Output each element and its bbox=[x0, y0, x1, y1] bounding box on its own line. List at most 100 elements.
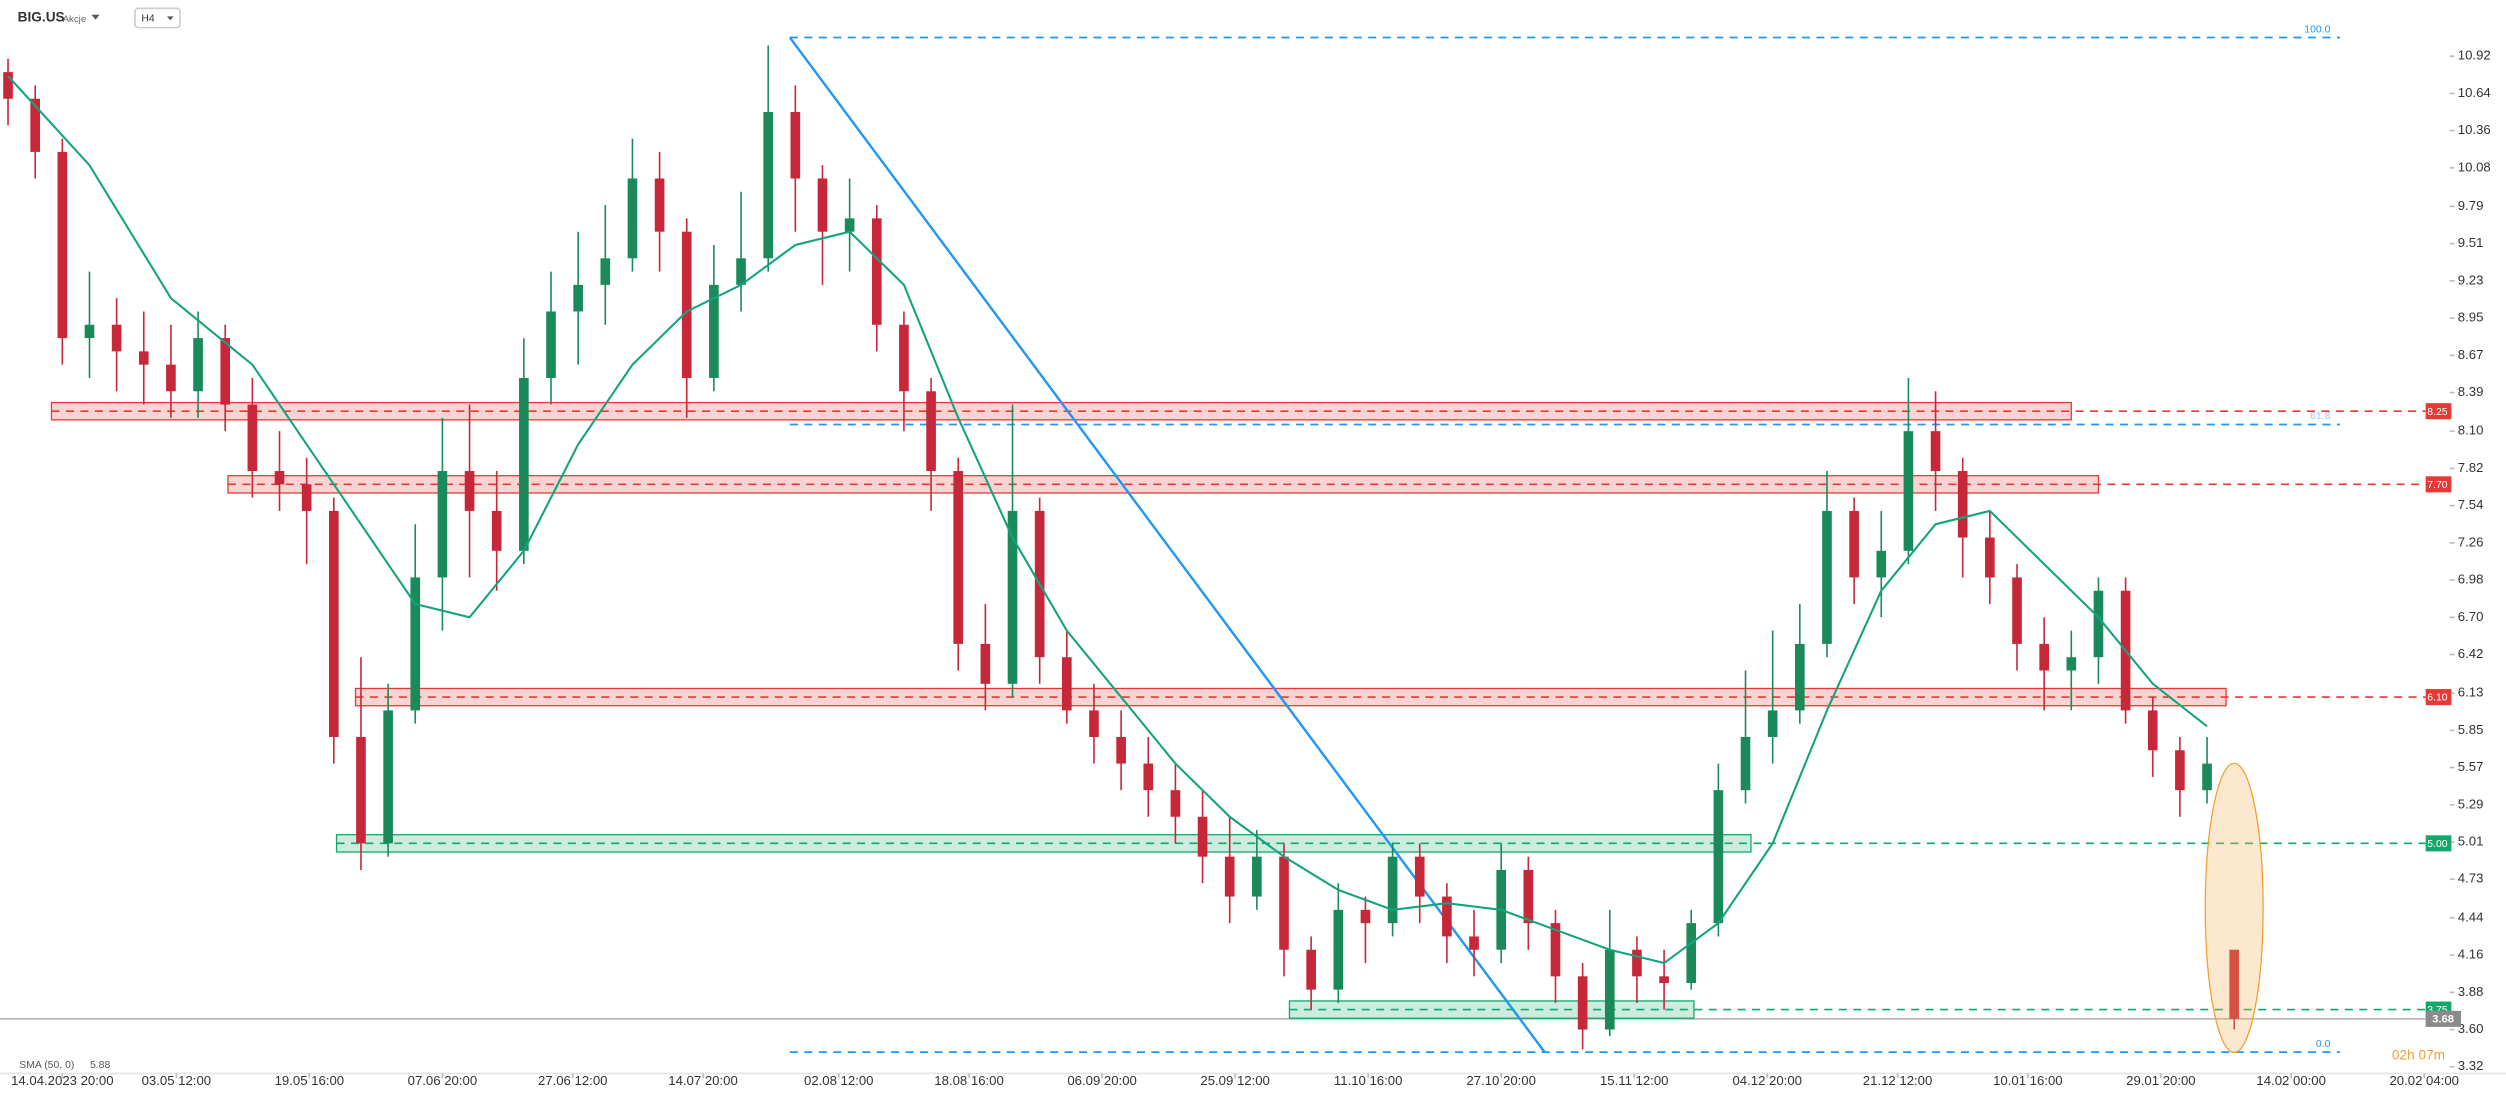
sma-legend-name: SMA (50, 0) bbox=[19, 1060, 74, 1071]
candle-body bbox=[1795, 643, 1805, 711]
candle-body bbox=[1197, 816, 1208, 857]
candle-body bbox=[111, 324, 122, 352]
fib-label: 0.0 bbox=[2316, 1039, 2331, 1050]
x-tick-label: 20.02 04:00 bbox=[2389, 1073, 2459, 1088]
interval[interactable]: H4 bbox=[141, 14, 155, 25]
candle-body bbox=[1523, 869, 1534, 924]
candle-body bbox=[817, 178, 828, 232]
candle-body bbox=[356, 736, 366, 844]
candle-body bbox=[166, 364, 176, 392]
candle-body bbox=[30, 98, 40, 152]
candle-body bbox=[328, 510, 339, 737]
y-tick-label: 4.44 bbox=[2458, 909, 2484, 924]
candle-body bbox=[383, 710, 393, 844]
candle-body bbox=[1116, 736, 1126, 764]
candle-body bbox=[1985, 537, 1995, 578]
x-tick-label: 10.01 16:00 bbox=[1993, 1073, 2063, 1088]
candle-body bbox=[220, 338, 231, 405]
candle-body bbox=[1170, 790, 1181, 817]
y-tick-label: 3.88 bbox=[2458, 984, 2484, 999]
level-tag bbox=[2425, 476, 2452, 493]
fib-label: 100.0 bbox=[2304, 24, 2330, 35]
candle-body bbox=[1713, 790, 1724, 924]
candle-body bbox=[1387, 856, 1398, 924]
candle-body bbox=[953, 471, 964, 644]
candle-body bbox=[2039, 643, 2049, 671]
level-tag-label: 5.00 bbox=[2427, 839, 2448, 850]
candle-body bbox=[1252, 856, 1262, 897]
sma-legend-value: 5.88 bbox=[90, 1060, 111, 1071]
y-tick-label: 9.51 bbox=[2458, 235, 2484, 250]
symbol[interactable]: BIG.US bbox=[18, 10, 65, 25]
candle-body bbox=[600, 258, 611, 285]
candle-body bbox=[926, 391, 936, 472]
x-tick-label: 15.11 12:00 bbox=[1600, 1073, 1669, 1088]
candle-body bbox=[1686, 923, 1697, 983]
y-tick-label: 5.85 bbox=[2458, 722, 2484, 737]
level-tag bbox=[2425, 403, 2452, 420]
y-tick-label: 4.16 bbox=[2458, 947, 2484, 962]
candle-body bbox=[736, 258, 746, 285]
candle-body bbox=[1414, 856, 1425, 897]
y-tick-label: 9.79 bbox=[2458, 198, 2484, 213]
x-tick-label: 29.01 20:00 bbox=[2126, 1073, 2196, 1088]
candle-body bbox=[519, 377, 529, 551]
candle-body bbox=[1604, 949, 1615, 1030]
y-tick-label: 7.26 bbox=[2458, 534, 2484, 549]
candle-body bbox=[1577, 976, 1588, 1030]
candle-body bbox=[84, 324, 95, 339]
candle-body bbox=[546, 311, 556, 378]
candle-body bbox=[1089, 710, 1099, 737]
candle-body bbox=[274, 471, 285, 485]
candle-body bbox=[1061, 657, 1072, 711]
candle-body bbox=[2066, 657, 2077, 671]
candle-body bbox=[1143, 763, 1154, 791]
y-tick-label: 5.01 bbox=[2458, 834, 2484, 849]
candle-body bbox=[1930, 431, 1941, 472]
y-tick-label: 8.39 bbox=[2458, 384, 2484, 399]
y-tick-label: 7.54 bbox=[2458, 497, 2484, 512]
level-tag-label: 8.25 bbox=[2427, 407, 2448, 418]
candle-body bbox=[2093, 590, 2104, 658]
candle-body bbox=[763, 112, 774, 259]
x-tick-label: 21.12 12:00 bbox=[1863, 1073, 1933, 1088]
candle-body bbox=[410, 577, 421, 711]
candle-body bbox=[1659, 976, 1669, 983]
y-tick-label: 6.70 bbox=[2458, 609, 2484, 624]
candle-body bbox=[1224, 856, 1235, 897]
candle-body bbox=[573, 284, 583, 312]
y-tick-label: 9.23 bbox=[2458, 272, 2484, 287]
candle-body bbox=[627, 178, 638, 259]
candle-body bbox=[980, 643, 991, 684]
candle-body bbox=[437, 471, 448, 578]
candle-body bbox=[1279, 856, 1289, 950]
last-price-label: 3.68 bbox=[2432, 1014, 2454, 1026]
y-tick-label: 6.98 bbox=[2458, 572, 2484, 587]
candle-body bbox=[247, 404, 258, 472]
candle-body bbox=[1333, 909, 1344, 990]
candle-body bbox=[1903, 431, 1914, 551]
candle-body bbox=[301, 484, 312, 511]
candle-body bbox=[654, 178, 665, 232]
dropdown-arrow[interactable] bbox=[91, 14, 100, 20]
x-tick-label: 18.08 16:00 bbox=[934, 1073, 1004, 1088]
x-tick-label: 04.12 20:00 bbox=[1732, 1073, 1802, 1088]
candle-body bbox=[681, 231, 692, 378]
y-tick-label: 5.57 bbox=[2458, 759, 2484, 774]
interval-select[interactable] bbox=[134, 7, 181, 29]
candle-body bbox=[2175, 750, 2185, 791]
dropdown-arrow[interactable] bbox=[167, 16, 174, 21]
countdown: 02h 07m bbox=[2392, 1047, 2445, 1062]
candle-body bbox=[2147, 710, 2158, 751]
candle-body bbox=[464, 471, 475, 511]
candle-body bbox=[709, 284, 719, 378]
x-tick-label: 27.10 20:00 bbox=[1466, 1073, 1536, 1088]
last-price-tag bbox=[2425, 1010, 2462, 1027]
candle-body bbox=[1632, 949, 1642, 977]
candle-body bbox=[871, 218, 882, 325]
y-tick-label: 8.95 bbox=[2458, 310, 2484, 325]
candle-body bbox=[899, 324, 909, 392]
candle-body bbox=[790, 112, 801, 179]
y-tick-label: 8.67 bbox=[2458, 347, 2484, 362]
